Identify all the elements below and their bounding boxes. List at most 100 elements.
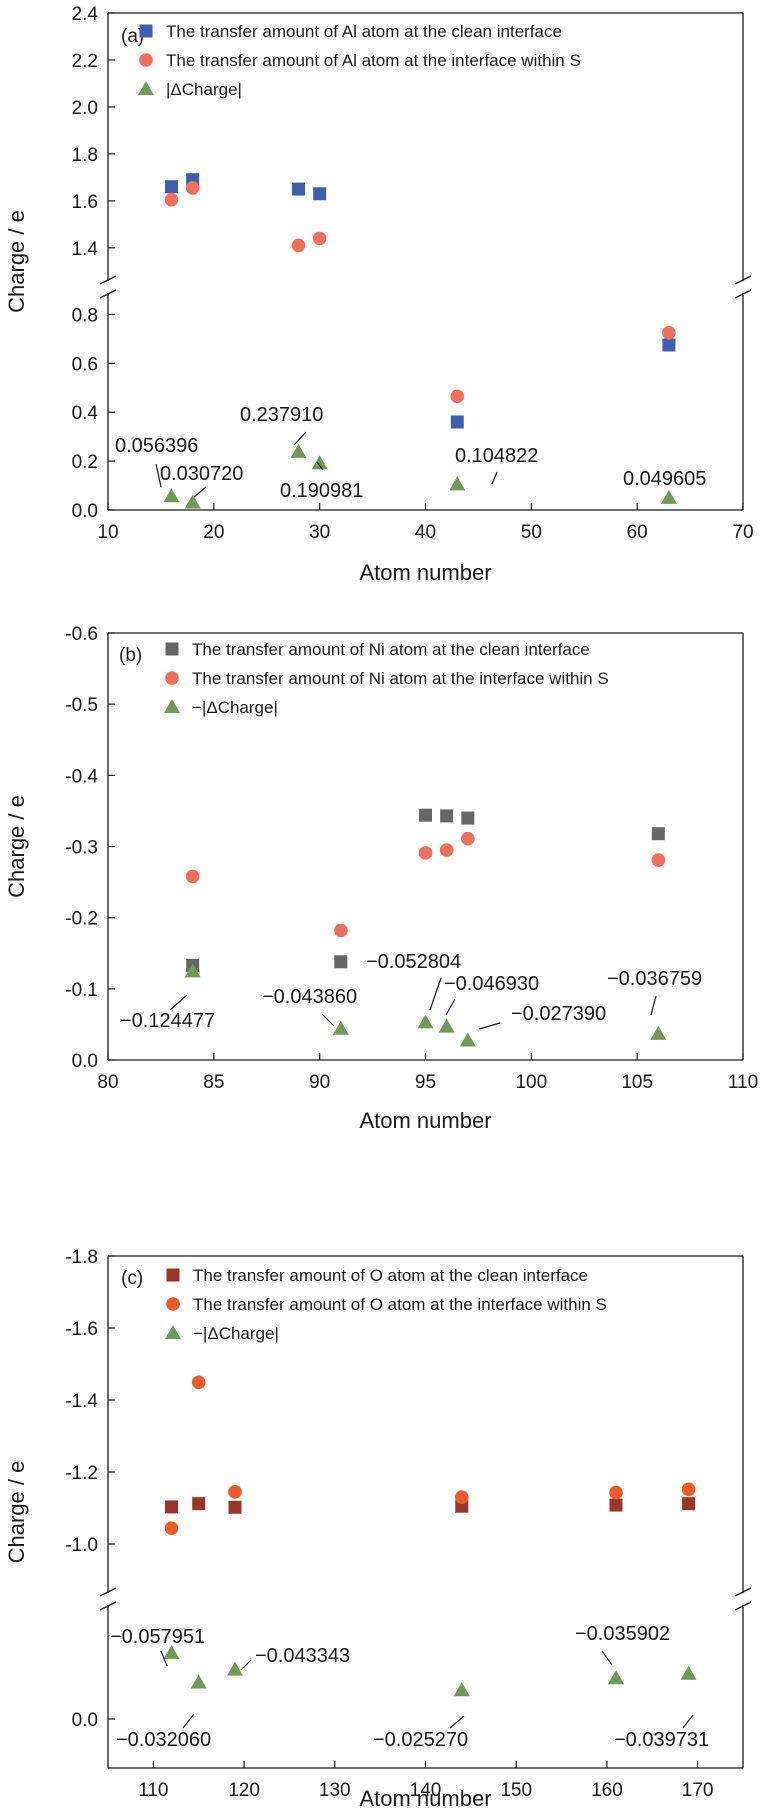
point-triangle xyxy=(449,476,466,491)
point-circle xyxy=(164,192,179,207)
point-triangle xyxy=(650,1025,667,1040)
annotation-leader xyxy=(240,1659,252,1671)
annotation-leader xyxy=(316,461,324,471)
x-tick-label: 50 xyxy=(521,522,542,543)
point-circle xyxy=(312,231,327,246)
x-tick-label: 85 xyxy=(203,1072,224,1093)
y-tick-label: -1.2 xyxy=(65,1463,98,1484)
point-square xyxy=(292,182,305,196)
x-axis-title: Atom number xyxy=(359,1786,491,1811)
y-tick-label: -1.0 xyxy=(65,1535,98,1556)
annotation-leader xyxy=(682,1714,694,1729)
annotation-label: −0.124477 xyxy=(120,1010,215,1032)
annotation-label: −0.043860 xyxy=(262,986,357,1008)
y-axis-title: Charge / e xyxy=(4,795,29,898)
legend-entry: The transfer amount of Al atom at the cl… xyxy=(166,22,562,41)
x-tick-label: 20 xyxy=(203,522,224,543)
chart-panel-1: 10 20 30 40 50 60 70 0.0 0.2 0.4 0.6 0.8 1.4 1.6 1.8 2.… xyxy=(4,4,754,585)
legend-entry: |ΔCharge| xyxy=(166,80,242,99)
legend-entry: The transfer amount of O atom at the cle… xyxy=(193,1266,588,1285)
axis-break-right xyxy=(734,1587,752,1611)
y-tick-label: -0.3 xyxy=(65,838,98,859)
annotation-label: 0.104822 xyxy=(455,445,538,467)
x-tick-label: 100 xyxy=(515,1072,547,1093)
y-tick-label: -0.1 xyxy=(65,980,98,1001)
axis-break-right xyxy=(734,275,752,299)
y-tick-label: 0.0 xyxy=(72,1051,98,1072)
point-triangle xyxy=(311,455,328,470)
x-tick-label: 30 xyxy=(309,522,330,543)
annotation-label: −0.057951 xyxy=(110,1626,205,1648)
point-triangle xyxy=(227,1661,243,1676)
legend-marker-square xyxy=(139,24,153,38)
point-square xyxy=(228,1500,242,1514)
point-circle xyxy=(461,831,475,846)
point-triangle xyxy=(417,1014,434,1029)
y-tick-label: -0.5 xyxy=(65,695,98,716)
point-circle xyxy=(662,325,676,340)
annotation-label: −0.046930 xyxy=(444,973,539,995)
legend-marker-triangle xyxy=(164,699,180,713)
y-tick-label: 0.0 xyxy=(72,1710,98,1731)
point-triangle xyxy=(163,1644,180,1659)
chart-panel-2: 80 85 90 95 100 105 110 0.0 -0.1 -0.2 -0.3 -0.4 -0.5… xyxy=(4,624,758,1133)
point-square xyxy=(682,1497,696,1511)
point-circle xyxy=(334,923,348,938)
point-circle xyxy=(185,181,200,195)
point-circle xyxy=(185,869,200,884)
legend-entry: −|ΔCharge| xyxy=(192,698,278,717)
legend-entry: The transfer amount of Ni atom at the cl… xyxy=(192,640,590,659)
point-circle xyxy=(454,1490,469,1504)
y-tick-label: 0.8 xyxy=(72,305,98,326)
point-square xyxy=(192,1497,206,1511)
point-triangle xyxy=(184,494,201,509)
x-tick-label: 105 xyxy=(621,1072,653,1093)
point-triangle xyxy=(190,1674,207,1689)
x-tick-label: 170 xyxy=(682,1780,714,1801)
panel-label: (c) xyxy=(121,1268,143,1289)
y-tick-label: 0.6 xyxy=(72,354,98,375)
annotation-label: −0.052804 xyxy=(366,951,461,973)
point-circle xyxy=(291,238,306,253)
annotation-label: −0.036759 xyxy=(607,968,702,990)
legend-marker-circle xyxy=(165,671,179,685)
point-square xyxy=(461,811,475,825)
point-circle xyxy=(651,853,666,867)
y-tick-label: 1.6 xyxy=(72,192,98,213)
annotation-label: 0.056396 xyxy=(115,435,198,457)
point-triangle xyxy=(680,1665,697,1680)
annotation-leader xyxy=(491,471,498,485)
point-square xyxy=(662,338,676,352)
x-tick-label: 160 xyxy=(591,1780,623,1801)
x-tick-label: 140 xyxy=(410,1780,442,1801)
annotation-label: −0.039731 xyxy=(614,1729,709,1751)
point-triangle xyxy=(459,1032,476,1047)
y-tick-label: 2.4 xyxy=(72,4,99,25)
point-square xyxy=(165,180,178,194)
y-tick-label: 2.2 xyxy=(72,51,98,72)
legend-entry: The transfer amount of O atom at the int… xyxy=(193,1295,607,1314)
point-circle xyxy=(681,1482,696,1497)
annotation-leader xyxy=(650,995,657,1016)
point-square xyxy=(165,1500,178,1514)
x-tick-label: 80 xyxy=(97,1072,118,1093)
legend-marker-circle xyxy=(139,53,153,67)
legend-marker-square xyxy=(165,642,179,656)
x-tick-label: 60 xyxy=(627,522,648,543)
legend-entry: The transfer amount of Al atom at the in… xyxy=(166,51,581,70)
annotation-label: −0.035902 xyxy=(575,1623,670,1645)
point-triangle xyxy=(453,1682,470,1697)
legend-entry: −|ΔCharge| xyxy=(193,1324,279,1343)
annotation-label: 0.049605 xyxy=(623,468,706,490)
annotation-leader xyxy=(449,1715,465,1729)
y-tick-label: -1.4 xyxy=(65,1391,98,1412)
legend-marker-triangle xyxy=(165,1325,181,1339)
y-tick-label: 0.4 xyxy=(72,403,99,424)
y-tick-label: 1.4 xyxy=(72,239,99,260)
legend-marker-circle xyxy=(166,1297,180,1311)
annotation-leader xyxy=(293,431,307,446)
x-tick-label: 130 xyxy=(319,1780,351,1801)
annotation-leader xyxy=(155,463,162,488)
x-tick-label: 110 xyxy=(138,1780,168,1801)
point-circle xyxy=(609,1485,623,1500)
